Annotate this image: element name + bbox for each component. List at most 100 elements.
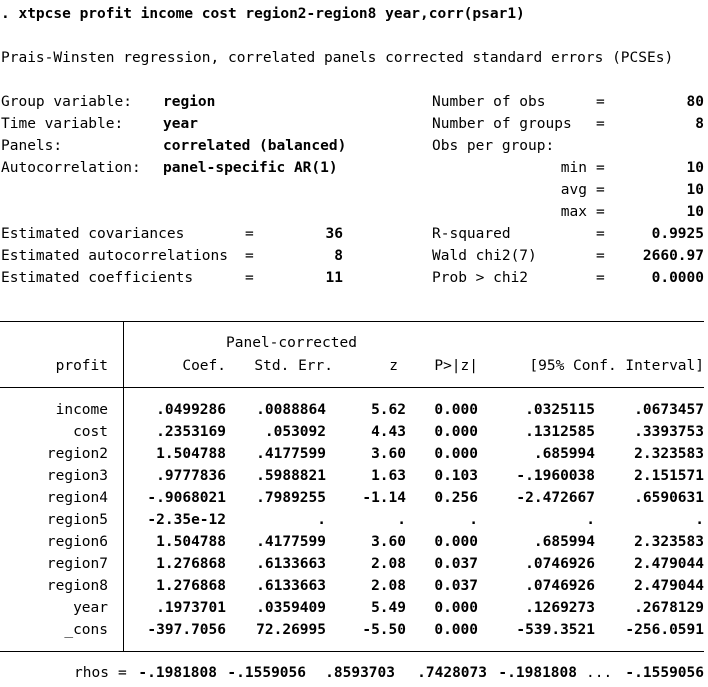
row-value: 2.323583 bbox=[634, 534, 704, 550]
row-value: 2.08 bbox=[371, 578, 406, 594]
info-value: panel-specific AR(1) bbox=[163, 160, 338, 176]
table-vertical-rule bbox=[123, 322, 124, 651]
row-value: 2.151571 bbox=[634, 468, 704, 484]
row-value: 72.26995 bbox=[256, 622, 326, 638]
row-value: 1.504788 bbox=[156, 534, 226, 550]
equals-sign: = bbox=[596, 182, 605, 198]
row-value: .2678129 bbox=[634, 600, 704, 616]
rho-value: .7428073 bbox=[417, 665, 487, 681]
row-value: .2353169 bbox=[156, 424, 226, 440]
info-label: Autocorrelation: bbox=[1, 160, 141, 176]
row-value: 1.504788 bbox=[156, 446, 226, 462]
row-value: 5.62 bbox=[371, 402, 406, 418]
row-value: .0746926 bbox=[525, 556, 595, 572]
row-value: . bbox=[397, 512, 406, 528]
info-label: Group variable: bbox=[1, 94, 132, 110]
row-value: . bbox=[695, 512, 704, 528]
table-top-rule bbox=[0, 321, 704, 322]
rho-value: -.1981808 bbox=[498, 665, 577, 681]
info-value: year bbox=[163, 116, 198, 132]
row-value: 0.256 bbox=[434, 490, 478, 506]
command-line: . xtpcse profit income cost region2-regi… bbox=[1, 6, 525, 22]
row-value: 3.60 bbox=[371, 446, 406, 462]
row-value: 2.479044 bbox=[634, 578, 704, 594]
row-value: .0499286 bbox=[156, 402, 226, 418]
column-header: z bbox=[389, 358, 398, 374]
row-value: .9777836 bbox=[156, 468, 226, 484]
estimate-label: Estimated covariances bbox=[1, 226, 185, 242]
info-value: correlated (balanced) bbox=[163, 138, 347, 154]
stat-value: 2660.97 bbox=[642, 248, 704, 264]
row-value: .1973701 bbox=[156, 600, 226, 616]
estimate-label: Estimated coefficients bbox=[1, 270, 194, 286]
row-value: 0.000 bbox=[434, 600, 478, 616]
equals-sign: = bbox=[245, 248, 254, 264]
row-value: -256.0591 bbox=[625, 622, 704, 638]
row-value: 1.276868 bbox=[156, 578, 226, 594]
info-right-value: 8 bbox=[695, 116, 704, 132]
row-value: 4.43 bbox=[371, 424, 406, 440]
rho-value: -.1559056 bbox=[625, 665, 704, 681]
table-header-rule bbox=[0, 387, 704, 388]
row-value: .1269273 bbox=[525, 600, 595, 616]
info-right-label: Number of groups bbox=[432, 116, 572, 132]
row-value: -2.35e-12 bbox=[147, 512, 226, 528]
info-right-value: 10 bbox=[686, 204, 704, 220]
row-value: 0.000 bbox=[434, 622, 478, 638]
row-value: 1.63 bbox=[371, 468, 406, 484]
info-right-value: 10 bbox=[686, 182, 704, 198]
info-right-label: Number of obs bbox=[432, 94, 546, 110]
row-variable: region4 bbox=[46, 490, 108, 506]
row-value: -5.50 bbox=[362, 622, 406, 638]
row-value: 0.037 bbox=[434, 578, 478, 594]
estimate-value: 8 bbox=[334, 248, 343, 264]
row-value: 0.000 bbox=[434, 402, 478, 418]
row-value: 2.323583 bbox=[634, 446, 704, 462]
table-bottom-rule bbox=[0, 651, 704, 652]
row-value: -1.14 bbox=[362, 490, 406, 506]
info-value: region bbox=[163, 94, 216, 110]
row-value: -.1960038 bbox=[516, 468, 595, 484]
row-value: . bbox=[469, 512, 478, 528]
equals-sign: = bbox=[596, 270, 605, 286]
row-variable: region6 bbox=[46, 534, 108, 550]
column-header: [95% Conf. Interval] bbox=[529, 358, 704, 374]
row-value: .0325115 bbox=[525, 402, 595, 418]
row-value: .0673457 bbox=[634, 402, 704, 418]
dependent-variable: profit bbox=[55, 358, 108, 374]
row-value: 0.000 bbox=[434, 534, 478, 550]
equals-sign: = bbox=[596, 204, 605, 220]
equals-sign: = bbox=[245, 226, 254, 242]
stat-label: R-squared bbox=[432, 226, 511, 242]
row-value: .685994 bbox=[533, 446, 595, 462]
equals-sign: = bbox=[596, 160, 605, 176]
stat-label: Wald chi2(7) bbox=[432, 248, 537, 264]
info-label: Panels: bbox=[1, 138, 63, 154]
info-right-label: Obs per group: bbox=[432, 138, 555, 154]
row-value: .0088864 bbox=[256, 402, 326, 418]
row-value: 0.000 bbox=[434, 424, 478, 440]
row-value: .1312585 bbox=[525, 424, 595, 440]
row-value: 1.276868 bbox=[156, 556, 226, 572]
regression-title: Prais-Winsten regression, correlated pan… bbox=[1, 50, 674, 66]
row-value: . bbox=[586, 512, 595, 528]
row-value: .4177599 bbox=[256, 534, 326, 550]
row-value: .0359409 bbox=[256, 600, 326, 616]
rho-value: -.1981808 bbox=[138, 665, 217, 681]
row-value: . bbox=[317, 512, 326, 528]
row-value: -397.7056 bbox=[147, 622, 226, 638]
equals-sign: = bbox=[245, 270, 254, 286]
column-header: P>|z| bbox=[434, 358, 478, 374]
info-right-value: 10 bbox=[686, 160, 704, 176]
row-variable: region2 bbox=[46, 446, 108, 462]
info-right-label: min bbox=[560, 160, 587, 176]
estimate-value: 11 bbox=[325, 270, 343, 286]
row-value: 3.60 bbox=[371, 534, 406, 550]
rhos-label: rhos bbox=[74, 665, 109, 681]
row-value: 0.000 bbox=[434, 446, 478, 462]
row-value: -2.472667 bbox=[516, 490, 595, 506]
equals-sign: = bbox=[596, 226, 605, 242]
row-variable: region8 bbox=[46, 578, 108, 594]
row-variable: region7 bbox=[46, 556, 108, 572]
row-value: .7989255 bbox=[256, 490, 326, 506]
